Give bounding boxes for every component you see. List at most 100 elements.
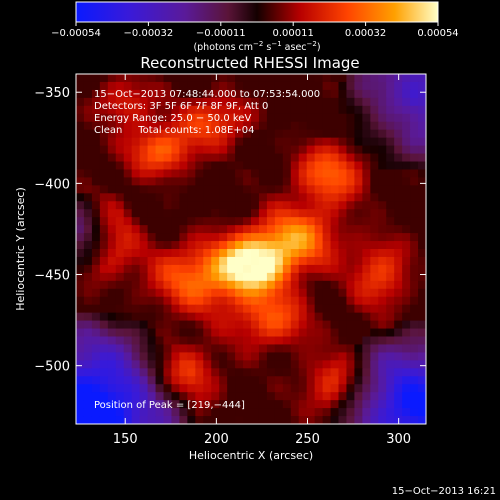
- heatmap-cell: [394, 225, 403, 234]
- heatmap-cell: [195, 74, 204, 83]
- heatmap-cell: [139, 304, 149, 314]
- heatmap-cell: [139, 145, 149, 155]
- heatmap-cell: [370, 400, 379, 409]
- heatmap-cell: [76, 137, 85, 147]
- heatmap-cell: [258, 193, 268, 202]
- heatmap-cell: [394, 320, 403, 330]
- heatmap-cell: [139, 312, 149, 322]
- heatmap-cell: [219, 81, 228, 91]
- heatmap-cell: [147, 312, 157, 322]
- heatmap-cell: [83, 145, 93, 155]
- heatmap-cell: [306, 360, 316, 369]
- heatmap-cell: [171, 344, 180, 353]
- heatmap-cell: [163, 81, 172, 91]
- heatmap-cell: [227, 241, 236, 250]
- heatmap-cell: [91, 288, 101, 298]
- heatmap-cell: [274, 161, 284, 170]
- heatmap-cell: [418, 161, 426, 170]
- heatmap-cell: [171, 209, 180, 218]
- heatmap-cell: [394, 121, 403, 131]
- heatmap-cell: [179, 129, 188, 139]
- heatmap-cell: [115, 185, 125, 194]
- heatmap-cell: [314, 312, 324, 322]
- heatmap-cell: [195, 153, 204, 162]
- heatmap-cell: [314, 320, 324, 330]
- heatmap-cell: [195, 320, 204, 330]
- heatmap-cell: [123, 145, 133, 155]
- heatmap-cell: [243, 241, 252, 250]
- heatmap-cell: [410, 360, 419, 369]
- heatmap-cell: [99, 153, 109, 162]
- heatmap-cell: [195, 296, 204, 306]
- heatmap-cell: [179, 121, 188, 131]
- heatmap-cell: [274, 328, 284, 337]
- heatmap-cell: [163, 89, 172, 99]
- heatmap-cell: [330, 408, 339, 417]
- heatmap-cell: [282, 360, 292, 369]
- heatmap-cell: [219, 352, 228, 361]
- heatmap-cell: [298, 416, 308, 424]
- heatmap-cell: [171, 169, 180, 178]
- heatmap-cell: [418, 193, 426, 202]
- heatmap-cell: [107, 392, 117, 401]
- heatmap-cell: [322, 201, 332, 210]
- heatmap-cell: [187, 336, 196, 345]
- heatmap-cell: [402, 400, 411, 409]
- heatmap-cell: [266, 209, 276, 218]
- heatmap-cell: [402, 177, 411, 186]
- heatmap-cell: [386, 153, 395, 162]
- heatmap-cell: [346, 129, 355, 139]
- heatmap-cell: [195, 249, 204, 258]
- heatmap-cell: [83, 272, 93, 282]
- heatmap-cell: [282, 241, 292, 250]
- colorbar: −0.00054 −0.00032 −0.00011 0.00011 0.00032 0.…: [51, 1, 459, 53]
- heatmap-cell: [163, 360, 172, 369]
- heatmap-cell: [386, 81, 395, 91]
- heatmap-cell: [227, 193, 236, 202]
- heatmap-cell: [306, 145, 316, 155]
- heatmap-cell: [219, 193, 228, 202]
- heatmap-cell: [362, 272, 371, 282]
- heatmap-cell: [282, 280, 292, 290]
- heatmap-cell: [147, 360, 157, 369]
- heatmap-cell: [123, 185, 133, 194]
- heatmap-cell: [155, 161, 164, 170]
- heatmap-cell: [243, 217, 252, 226]
- heatmap-cell: [378, 336, 387, 345]
- heatmap-cell: [290, 129, 300, 139]
- heatmap-cell: [266, 344, 276, 353]
- heatmap-cell: [83, 209, 93, 218]
- heatmap-cell: [76, 360, 85, 369]
- heatmap-cell: [203, 312, 212, 322]
- heatmap-cell: [322, 129, 332, 139]
- heatmap-cell: [266, 400, 276, 409]
- heatmap-cell: [251, 193, 260, 202]
- heatmap-cell: [163, 384, 172, 393]
- heatmap-cell: [418, 296, 426, 306]
- heatmap-cell: [402, 201, 411, 210]
- heatmap-cell: [227, 272, 236, 282]
- heatmap-cell: [235, 296, 244, 306]
- heatmap-cell: [235, 241, 244, 250]
- heatmap-cell: [338, 328, 347, 337]
- heatmap-cell: [99, 312, 109, 322]
- heatmap-cell: [418, 368, 426, 377]
- heatmap-cell: [266, 296, 276, 306]
- heatmap-cell: [386, 89, 395, 99]
- heatmap-cell: [386, 304, 395, 314]
- heatmap-cell: [330, 256, 339, 266]
- heatmap-cell: [139, 105, 149, 115]
- heatmap-cell: [306, 113, 316, 123]
- heatmap-cell: [163, 312, 172, 322]
- heatmap-cell: [394, 256, 403, 266]
- heatmap-cell: [243, 368, 252, 377]
- heatmap-cell: [274, 336, 284, 345]
- heatmap-cell: [219, 153, 228, 162]
- heatmap-cell: [251, 249, 260, 258]
- heatmap-cell: [298, 408, 308, 417]
- heatmap-cell: [179, 360, 188, 369]
- heatmap-cell: [322, 296, 332, 306]
- heatmap-cell: [394, 368, 403, 377]
- heatmap-cell: [306, 376, 316, 385]
- heatmap-cell: [346, 256, 355, 266]
